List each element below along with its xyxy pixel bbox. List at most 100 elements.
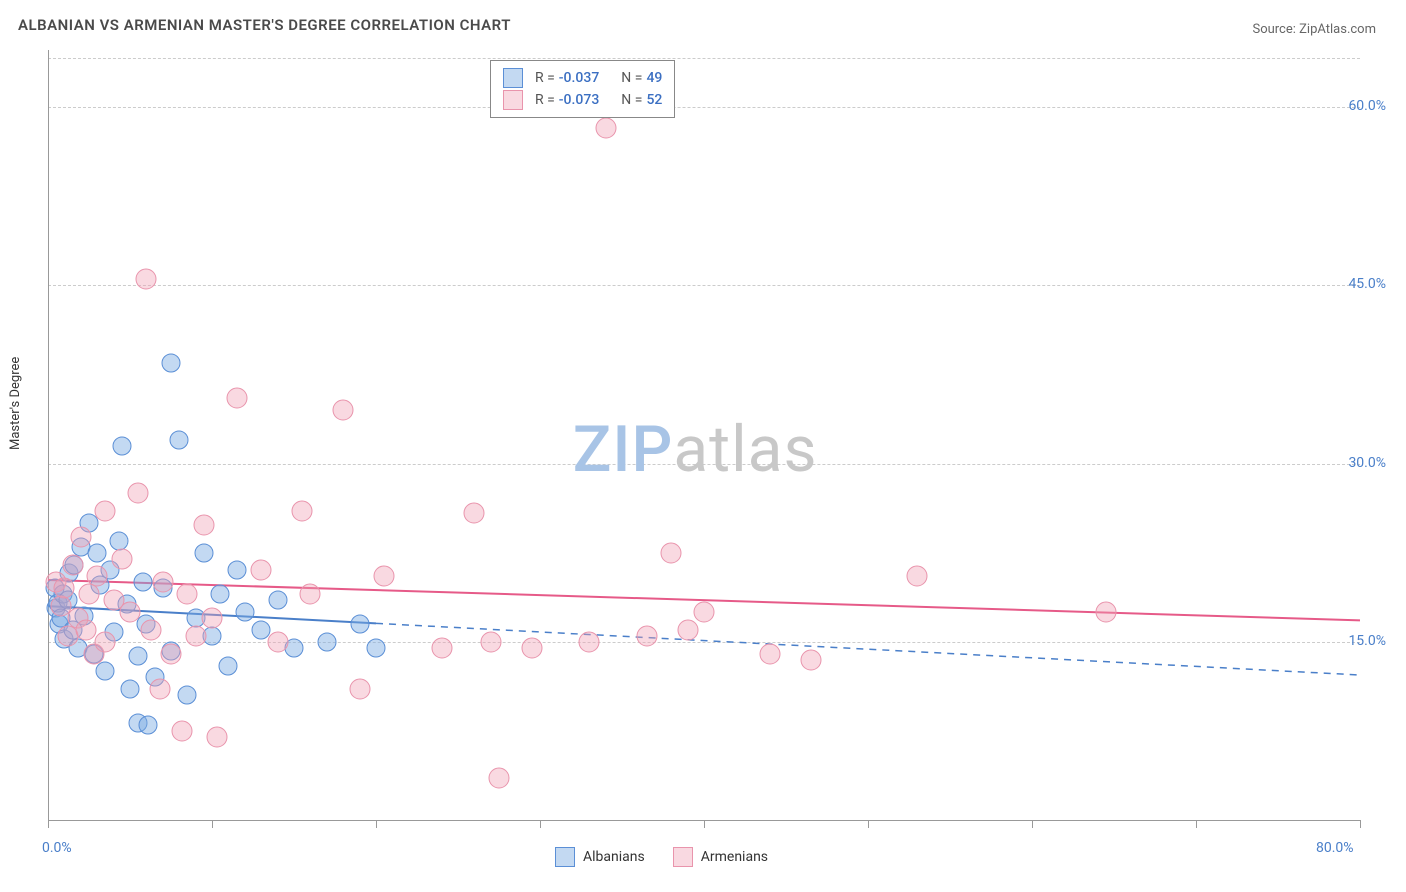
x-tick (376, 820, 377, 828)
data-point-armenians (521, 637, 542, 658)
data-point-armenians (177, 584, 198, 605)
data-point-armenians (374, 566, 395, 587)
data-point-albanians (96, 662, 115, 681)
x-tick (1360, 820, 1361, 828)
legend-swatch (503, 90, 523, 110)
legend-r-value: -0.073 (559, 92, 599, 108)
data-point-armenians (292, 501, 313, 522)
data-point-armenians (480, 631, 501, 652)
legend-n-value: 49 (646, 70, 662, 86)
legend-series-label: Armenians (701, 849, 768, 865)
data-point-armenians (111, 548, 132, 569)
trend-layer (48, 50, 1360, 820)
legend-n-label: N = (621, 92, 642, 108)
data-point-albanians (170, 430, 189, 449)
x-tick-label: 80.0% (1316, 840, 1354, 856)
data-point-armenians (759, 643, 780, 664)
chart-title: ALBANIAN VS ARMENIAN MASTER'S DEGREE COR… (18, 16, 511, 34)
data-point-albanians (134, 573, 153, 592)
data-point-armenians (636, 625, 657, 646)
legend-swatch (503, 68, 523, 88)
data-point-armenians (694, 602, 715, 623)
data-point-armenians (120, 602, 141, 623)
data-point-armenians (193, 515, 214, 536)
legend-r-label: R = (535, 70, 555, 86)
data-point-albanians (162, 353, 181, 372)
x-tick-label: 0.0% (42, 840, 72, 856)
data-point-armenians (70, 527, 91, 548)
data-point-armenians (333, 400, 354, 421)
data-point-armenians (251, 560, 272, 581)
legend-series-label: Albanians (583, 849, 645, 865)
x-tick (212, 820, 213, 828)
data-point-armenians (907, 566, 928, 587)
data-point-armenians (185, 625, 206, 646)
data-point-armenians (800, 649, 821, 670)
legend-row-armenians: R = -0.073 N = 52 (503, 89, 662, 111)
data-point-albanians (367, 638, 386, 657)
y-axis-label: Master's Degree (8, 357, 23, 450)
data-point-armenians (62, 554, 83, 575)
y-tick-label: 30.0% (1348, 455, 1386, 471)
data-point-armenians (349, 679, 370, 700)
data-point-armenians (202, 607, 223, 628)
data-point-armenians (95, 631, 116, 652)
data-point-armenians (661, 542, 682, 563)
data-point-armenians (300, 584, 321, 605)
data-point-armenians (54, 578, 75, 599)
correlation-legend: R = -0.037 N = 49 R = -0.073 N = 52 (490, 60, 675, 118)
data-point-armenians (464, 503, 485, 524)
data-point-armenians (128, 483, 149, 504)
legend-row-albanians: R = -0.037 N = 49 (503, 67, 662, 89)
data-point-armenians (172, 720, 193, 741)
data-point-albanians (112, 436, 131, 455)
data-point-albanians (88, 543, 107, 562)
data-point-albanians (235, 603, 254, 622)
legend-n-value: 52 (646, 92, 662, 108)
plot-area (48, 50, 1360, 820)
legend-r-value: -0.037 (559, 70, 599, 86)
x-tick (704, 820, 705, 828)
data-point-albanians (178, 686, 197, 705)
legend-r-label: R = (535, 92, 555, 108)
data-point-armenians (87, 566, 108, 587)
data-point-armenians (431, 637, 452, 658)
data-point-albanians (350, 614, 369, 633)
series-legend: Albanians Armenians (555, 847, 768, 867)
data-point-armenians (226, 388, 247, 409)
data-point-albanians (129, 647, 148, 666)
data-point-armenians (95, 501, 116, 522)
data-point-armenians (161, 643, 182, 664)
data-point-albanians (139, 715, 158, 734)
data-point-albanians (194, 543, 213, 562)
x-tick (1032, 820, 1033, 828)
data-point-albanians (219, 656, 238, 675)
data-point-albanians (227, 561, 246, 580)
y-tick-label: 60.0% (1348, 98, 1386, 114)
x-tick (540, 820, 541, 828)
legend-swatch (673, 847, 693, 867)
data-point-albanians (317, 632, 336, 651)
data-point-armenians (152, 572, 173, 593)
data-point-armenians (677, 619, 698, 640)
data-point-armenians (595, 118, 616, 139)
data-point-albanians (268, 591, 287, 610)
data-point-armenians (136, 269, 157, 290)
data-point-armenians (149, 679, 170, 700)
data-point-armenians (206, 726, 227, 747)
x-tick (868, 820, 869, 828)
y-tick-label: 15.0% (1348, 633, 1386, 649)
source-label: Source: ZipAtlas.com (1252, 22, 1376, 37)
x-tick (48, 820, 49, 828)
data-point-albanians (211, 585, 230, 604)
legend-n-label: N = (621, 70, 642, 86)
legend-swatch (555, 847, 575, 867)
x-tick (1196, 820, 1197, 828)
y-tick-label: 45.0% (1348, 276, 1386, 292)
data-point-armenians (489, 768, 510, 789)
data-point-armenians (75, 619, 96, 640)
data-point-albanians (121, 680, 140, 699)
data-point-armenians (267, 631, 288, 652)
data-point-armenians (1095, 602, 1116, 623)
data-point-armenians (141, 619, 162, 640)
